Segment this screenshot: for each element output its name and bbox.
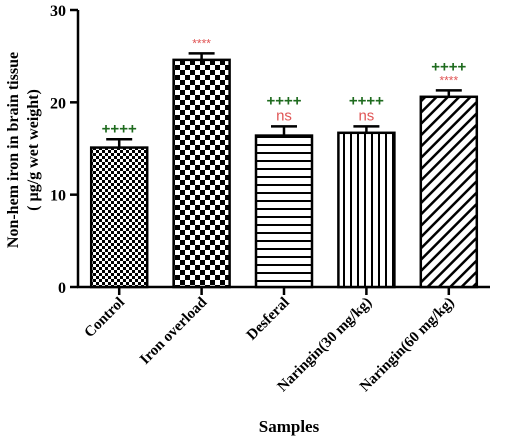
ns-label: ns	[358, 107, 374, 124]
bars-group	[89, 52, 479, 289]
y-axis-title-line2: ( µg/g wet weight)	[25, 89, 42, 211]
category-label: Control	[82, 295, 128, 341]
y-tick-label: 0	[58, 280, 66, 297]
bar	[172, 58, 231, 289]
y-tick-label: 10	[50, 188, 66, 205]
bar	[89, 146, 149, 289]
ns-label: ns	[276, 107, 292, 124]
significance-plus: ++++	[102, 120, 137, 137]
category-label: Iron overload	[137, 294, 211, 368]
bar	[419, 95, 479, 289]
y-tick-label: 20	[50, 95, 66, 112]
significance-plus: ++++	[266, 92, 301, 109]
x-axis-title: Samples	[259, 417, 320, 436]
bar	[254, 134, 314, 289]
significance-plus: ++++	[349, 92, 384, 109]
category-label: Naringin(60 mg/kg)	[357, 295, 458, 396]
significance-plus: ++++	[431, 58, 466, 75]
significance-stars: ****	[192, 36, 211, 50]
significance-stars: ****	[439, 73, 458, 87]
bar	[337, 131, 396, 289]
y-axis-title-line1: Non-hem iron in brain tissue	[5, 52, 22, 248]
category-label: Desferal	[244, 295, 293, 344]
y-tick-label: 30	[50, 3, 66, 20]
